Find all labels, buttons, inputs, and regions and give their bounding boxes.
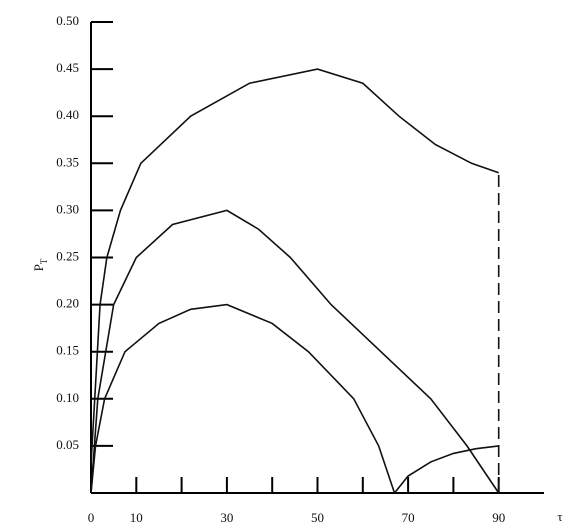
x-tick-label: 0	[88, 510, 95, 525]
y-label-main: P	[31, 264, 46, 271]
y-tick-label: 0.40	[56, 107, 79, 122]
x-axis-label: τ	[557, 509, 562, 524]
y-tick-label: 0.45	[56, 60, 79, 75]
y-tick-label: 0.20	[56, 296, 79, 311]
x-tick-label: 10	[130, 510, 143, 525]
x-tick-label: 50	[311, 510, 324, 525]
y-tick-label: 0.50	[56, 13, 79, 28]
x-tick-label: 70	[402, 510, 415, 525]
line	[90, 68, 499, 465]
line	[393, 445, 499, 494]
y-tick-label: 0.05	[56, 437, 79, 452]
y-label-sub: T	[39, 258, 49, 264]
y-tick-label: 0.15	[56, 343, 79, 358]
line	[90, 303, 396, 494]
y-tick-label: 0.25	[56, 248, 79, 263]
y-tick-label: 0.10	[56, 390, 79, 405]
y-tick-label: 0.30	[56, 201, 79, 216]
line	[90, 209, 500, 494]
x-tick-label: 90	[492, 510, 505, 525]
x-tick-label: 30	[220, 510, 233, 525]
y-axis-label: PT	[31, 258, 49, 271]
y-tick-label: 0.35	[56, 154, 79, 169]
